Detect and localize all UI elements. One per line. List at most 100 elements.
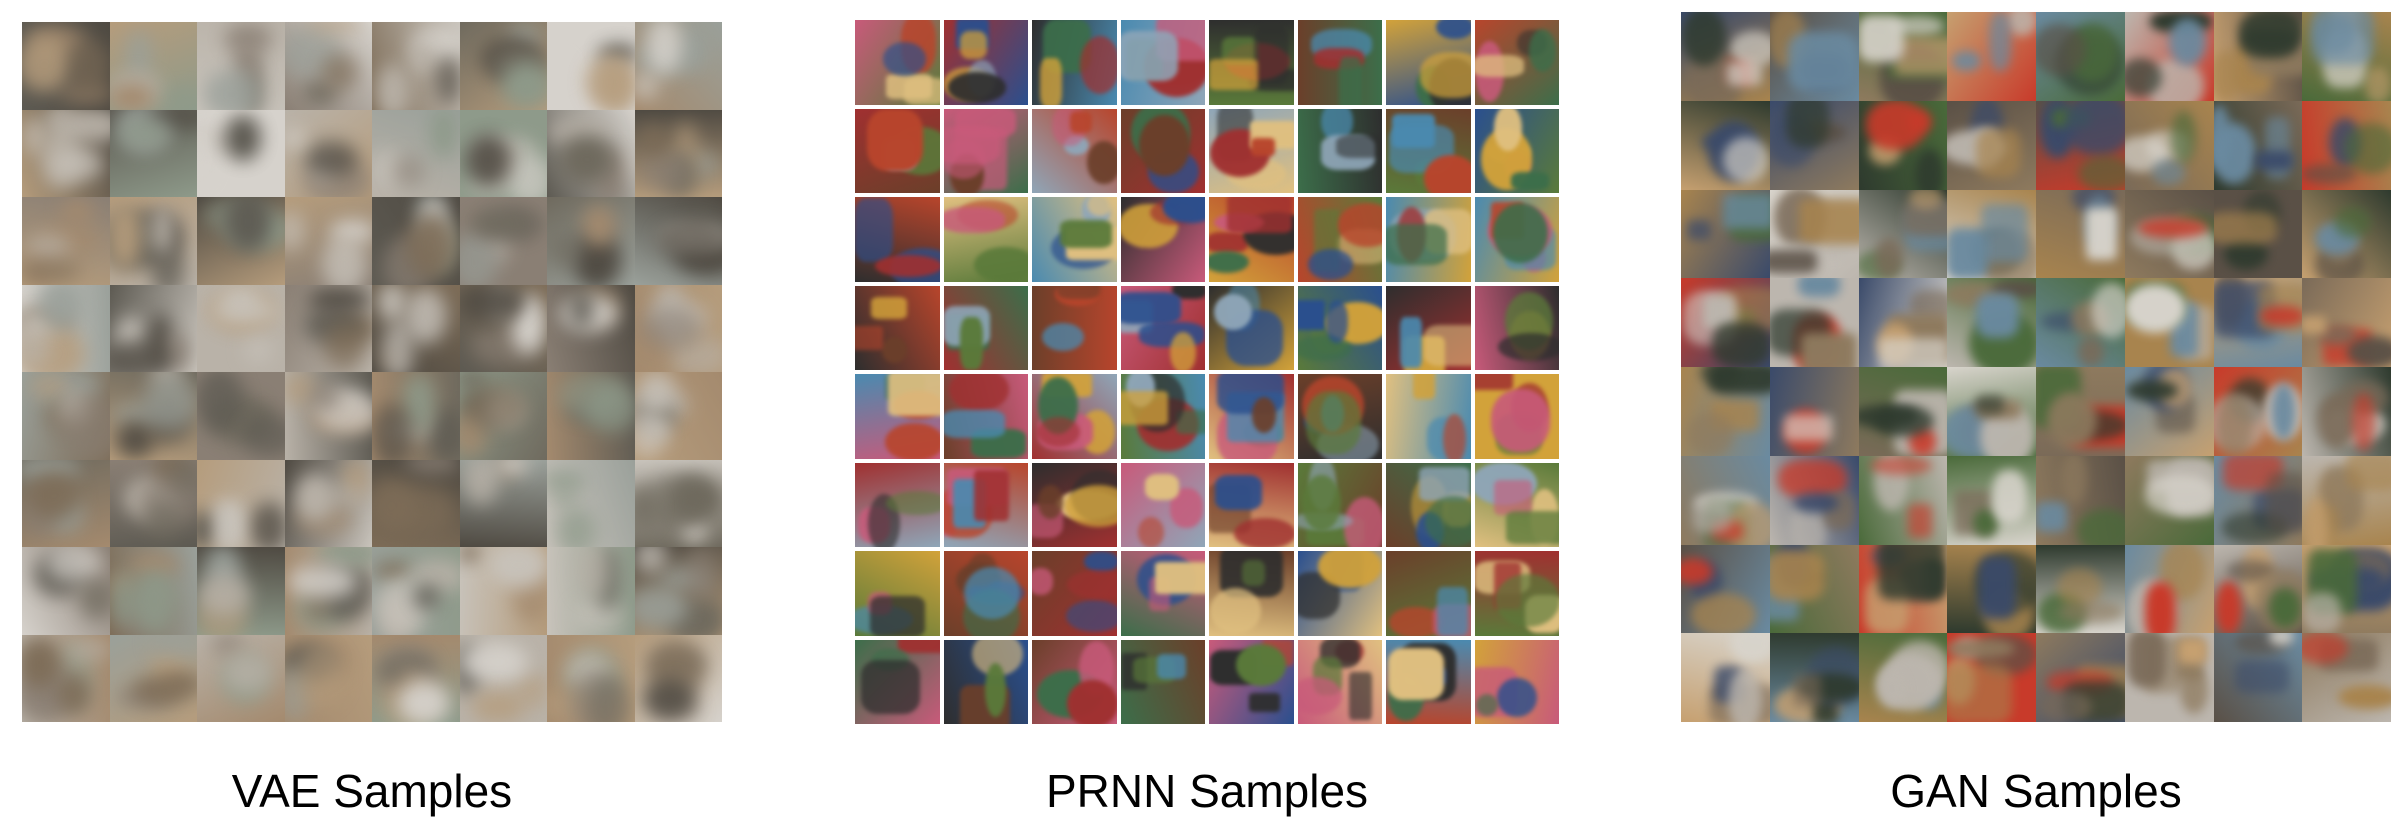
gan-sample-shape (2268, 588, 2302, 629)
prnn-sample-shape (1307, 249, 1353, 280)
gan-sample-shape (2047, 391, 2098, 449)
prnn-sample-shape (1491, 389, 1550, 452)
prnn-sample-image (1386, 551, 1471, 636)
vae-sample-image (22, 547, 110, 635)
gan-sample-image (2036, 278, 2125, 367)
prnn-sample-image (1032, 197, 1117, 282)
gan-sample-image (2124, 367, 2214, 456)
gan-sample-shape (1952, 51, 1981, 71)
gan-sample-image (1681, 12, 1770, 101)
vae-sample-shape (413, 584, 440, 609)
vae-sample-image (459, 197, 547, 285)
gan-sample-shape (2213, 51, 2242, 101)
vae-sample-shape (559, 134, 614, 185)
prnn-sample-image (1386, 285, 1471, 370)
vae-sample-shape (645, 22, 683, 74)
vae-sample-shape (634, 71, 660, 100)
prnn-sample-shape (1209, 231, 1249, 254)
vae-sample-image (109, 634, 197, 722)
vae-sample-shape (641, 124, 667, 154)
prnn-sample-shape (1335, 135, 1382, 159)
vae-sample-shape (547, 232, 584, 269)
vae-sample-image (459, 547, 547, 635)
gan-samples-panel (1681, 12, 2391, 722)
vae-sample-shape (250, 502, 285, 547)
vae-sample-shape (118, 120, 170, 147)
prnn-sample-image (1474, 197, 1559, 282)
gan-sample-shape (1727, 667, 1763, 722)
prnn-sample-shape (1423, 324, 1471, 367)
gan-sample-shape (2168, 18, 2206, 67)
gan-sample-shape (2213, 212, 2277, 244)
prnn-sample-shape (1498, 332, 1559, 361)
prnn-sample-image (855, 285, 940, 370)
prnn-sample-image (1297, 285, 1382, 370)
prnn-sample-shape (1120, 30, 1178, 81)
prnn-sample-image (943, 20, 1028, 105)
vae-sample-image (284, 547, 372, 635)
prnn-sample-image (855, 639, 940, 724)
prnn-sample-image (1209, 374, 1294, 459)
prnn-sample-shape (1418, 467, 1470, 501)
gan-sample-shape (2266, 471, 2303, 534)
prnn-sample-image (1386, 20, 1471, 105)
vae-sample-shape (375, 64, 411, 110)
vae-sample-shape (644, 420, 671, 440)
prnn-sample-shape (960, 317, 984, 370)
prnn-sample-shape (1419, 52, 1471, 98)
prnn-sample-shape (1297, 335, 1352, 362)
prnn-sample-shape (1251, 397, 1276, 433)
vae-sample-image (284, 22, 372, 110)
gan-sample-shape (1975, 395, 2005, 415)
gan-sample-image (1681, 100, 1770, 190)
gan-sample-shape (2077, 336, 2104, 367)
vae-sample-shape (38, 284, 84, 330)
vae-sample-image (372, 284, 460, 372)
vae-sample-image (459, 459, 547, 547)
vae-sample-image (109, 109, 197, 197)
gan-sample-shape (1858, 15, 1904, 63)
vae-sample-image (547, 372, 635, 460)
prnn-sample-image (1032, 374, 1117, 459)
vae-sample-image (634, 22, 722, 110)
prnn-sample-shape (1248, 693, 1280, 713)
prnn-sample-shape (1297, 299, 1325, 331)
gan-sample-image (1681, 367, 1770, 456)
gan-sample-shape (1992, 469, 2028, 524)
vae-sample-shape (29, 375, 69, 398)
prnn-sample-shape (1235, 643, 1286, 687)
prnn-sample-shape (884, 423, 940, 459)
vae-sample-shape (638, 372, 676, 414)
prnn-sample-image (855, 551, 940, 636)
gan-sample-image (2213, 455, 2303, 545)
gan-sample-image (1947, 455, 2036, 545)
prnn-sample-image (1120, 374, 1205, 459)
prnn-sample-image (943, 374, 1028, 459)
vae-sample-shape (572, 600, 623, 630)
prnn-sample-shape (1067, 680, 1117, 724)
gan-sample-shape (2036, 502, 2068, 532)
prnn-sample-shape (1474, 374, 1513, 391)
gan-sample-shape (1700, 367, 1741, 386)
gan-sample-shape (1730, 633, 1770, 664)
gan-sample-shape (2344, 122, 2391, 174)
gan-sample-shape (2144, 581, 2177, 634)
gan-sample-shape (2213, 105, 2232, 168)
gan-sample-shape (1981, 203, 2029, 262)
vae-sample-shape (164, 87, 197, 109)
gan-sample-image (1858, 455, 1948, 545)
prnn-sample-shape (1066, 569, 1117, 600)
prnn-sample-shape (882, 42, 926, 76)
vae-sample-shape (435, 55, 460, 104)
gan-sample-shape (1693, 498, 1732, 534)
gan-sample-shape (2124, 284, 2186, 334)
prnn-sample-shape (1495, 573, 1559, 628)
prnn-sample-image (1386, 108, 1471, 193)
vae-sample-shape (26, 233, 70, 259)
vae-sample-image (197, 22, 285, 110)
vae-sample-shape (323, 322, 366, 370)
vae-sample-shape (241, 414, 285, 458)
prnn-sample-shape (1424, 495, 1471, 547)
prnn-sample-shape (1494, 108, 1522, 152)
prnn-sample-shape (1170, 331, 1197, 370)
